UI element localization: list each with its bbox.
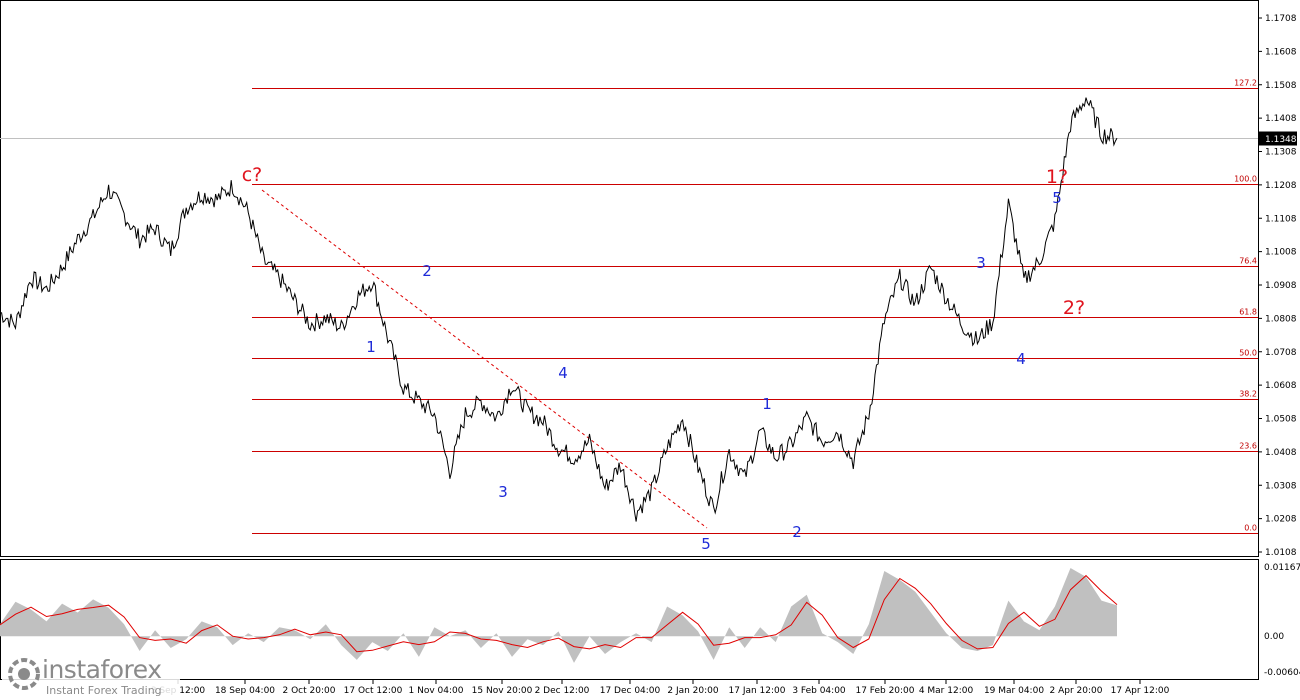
fib-label: 127.2: [1234, 79, 1257, 88]
time-tick-label: 17 Apr 12:00: [1111, 686, 1170, 696]
price-tick-label: 1.0408: [1265, 448, 1297, 458]
price-tick-label: 1.1608: [1265, 47, 1297, 57]
logo-icon: [8, 658, 40, 690]
price-tick-label: 1.1708: [1265, 14, 1297, 24]
fib-label: 100.0: [1234, 175, 1257, 184]
oscillator-series: [0, 568, 1118, 663]
oscillator-tick-label: -0.00604: [1264, 668, 1300, 678]
current-price-box: [1259, 131, 1297, 146]
price-tick-label: 1.0308: [1265, 481, 1297, 491]
time-tick-label: 17 Feb 20:00: [855, 686, 914, 696]
time-tick-label: 17 Dec 04:00: [600, 686, 661, 696]
wave-label: c?: [242, 164, 263, 186]
price-tick-label: 1.0208: [1265, 515, 1297, 525]
wave-label: 4: [1016, 350, 1026, 368]
oscillator-axis: 0.01167 0.00 -0.00604: [1264, 563, 1300, 678]
price-tick-label: 1.1308: [1265, 148, 1297, 158]
price-tick-label: 1.0108: [1265, 548, 1297, 558]
wave-label: 4: [558, 364, 568, 382]
wave-label: 1?: [1046, 166, 1068, 188]
time-tick-label: 1 Nov 04:00: [409, 686, 464, 696]
wave-label: 2?: [1063, 297, 1085, 319]
oscillator-histogram: [0, 568, 1117, 663]
wave-label: 1: [762, 395, 772, 413]
time-tick-label: 2 Dec 12:00: [535, 686, 590, 696]
time-tick-label: 15 Nov 20:00: [472, 686, 533, 696]
time-tick-label: 2 Oct 20:00: [283, 686, 336, 696]
instaforex-logo: instaforex Instant Forex Trading: [2, 654, 180, 698]
fib-label: 23.6: [1239, 442, 1257, 451]
wave-label: 2: [422, 262, 432, 280]
wave-label: 5: [701, 535, 711, 553]
price-axis: 1.1708 1.1608 1.1508 1.1408 1.1308 1.1208 1.11…: [1258, 14, 1297, 558]
time-tick-label: 2 Apr 20:00: [1050, 686, 1103, 696]
fib-label: 50.0: [1239, 349, 1257, 358]
wave-label: 3: [498, 483, 508, 501]
price-tick-label: 1.1108: [1265, 214, 1297, 224]
time-tick-label: 4 Mar 12:00: [919, 686, 974, 696]
price-tick-label: 1.0608: [1265, 381, 1297, 391]
price-tick-label: 1.0908: [1265, 281, 1297, 291]
wave-label: 2: [792, 523, 802, 541]
price-tick-label: 1.1408: [1265, 114, 1297, 124]
time-tick-label: 19 Mar 04:00: [984, 686, 1044, 696]
price-tick-label: 1.1208: [1265, 181, 1297, 191]
fib-label: 38.2: [1239, 390, 1257, 399]
fibonacci-levels: 127.2 100.0 76.4 61.8 50.0 38.2 23.6 0.0: [0, 79, 1258, 534]
time-tick-label: 18 Sep 04:00: [215, 686, 275, 696]
price-line: [0, 97, 1118, 522]
wave-label: 3: [976, 254, 986, 272]
logo-name: instaforex: [42, 655, 162, 684]
time-tick-label: 17 Oct 12:00: [344, 686, 403, 696]
logo-tagline: Instant Forex Trading: [46, 684, 162, 697]
oscillator-tick-label: 0.00: [1264, 632, 1284, 642]
wave-label: 1: [366, 338, 376, 356]
time-tick-label: 17 Jan 12:00: [729, 686, 786, 696]
time-tick-label: 3 Feb 04:00: [792, 686, 846, 696]
price-tick-label: 1.0708: [1265, 348, 1297, 358]
price-series: [0, 97, 1118, 522]
price-tick-label: 1.1008: [1265, 248, 1297, 258]
fib-label: 0.0: [1244, 524, 1257, 533]
main-panel-frame: [0, 0, 1259, 557]
time-tick-label: 2 Jan 20:00: [667, 686, 719, 696]
wave-label: 5: [1052, 189, 1062, 207]
fib-label: 76.4: [1239, 257, 1257, 266]
oscillator-signal-line: [0, 574, 1118, 653]
price-tick-label: 1.0508: [1265, 415, 1297, 425]
fib-label: 61.8: [1239, 308, 1257, 317]
price-tick-label: 1.1508: [1265, 81, 1297, 91]
price-tick-label: 1.0808: [1265, 314, 1297, 324]
current-price-marker: 1.1348: [1259, 131, 1297, 146]
current-price-label: 1.1348: [1265, 135, 1297, 145]
oscillator-tick-label: 0.01167: [1264, 563, 1300, 573]
